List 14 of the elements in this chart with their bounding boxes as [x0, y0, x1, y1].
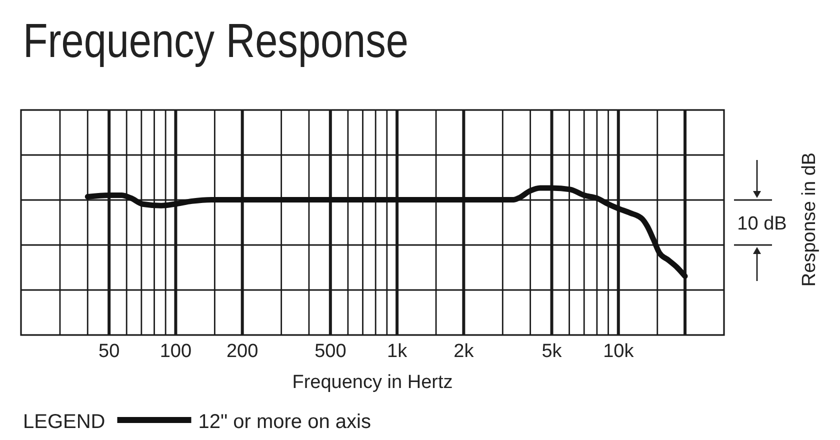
chart-title: Frequency Response	[23, 14, 408, 68]
x-tick-label: 100	[160, 341, 192, 362]
legend-title: LEGEND	[23, 411, 106, 433]
x-axis-title: Frequency in Hertz	[292, 372, 453, 393]
x-tick-label: 500	[314, 341, 346, 362]
text: 10 dB	[737, 214, 787, 234]
x-tick-label: 1k	[387, 341, 408, 362]
x-tick-label: 200	[226, 341, 258, 362]
x-tick-label: 2k	[454, 341, 474, 362]
x-tick-label: 5k	[542, 341, 562, 362]
x-tick-label: 10k	[603, 341, 634, 362]
legend-label: 12" or more on axis	[198, 411, 371, 433]
y-axis-title: Response in dB	[799, 152, 820, 287]
x-tick-label: 50	[98, 341, 120, 362]
